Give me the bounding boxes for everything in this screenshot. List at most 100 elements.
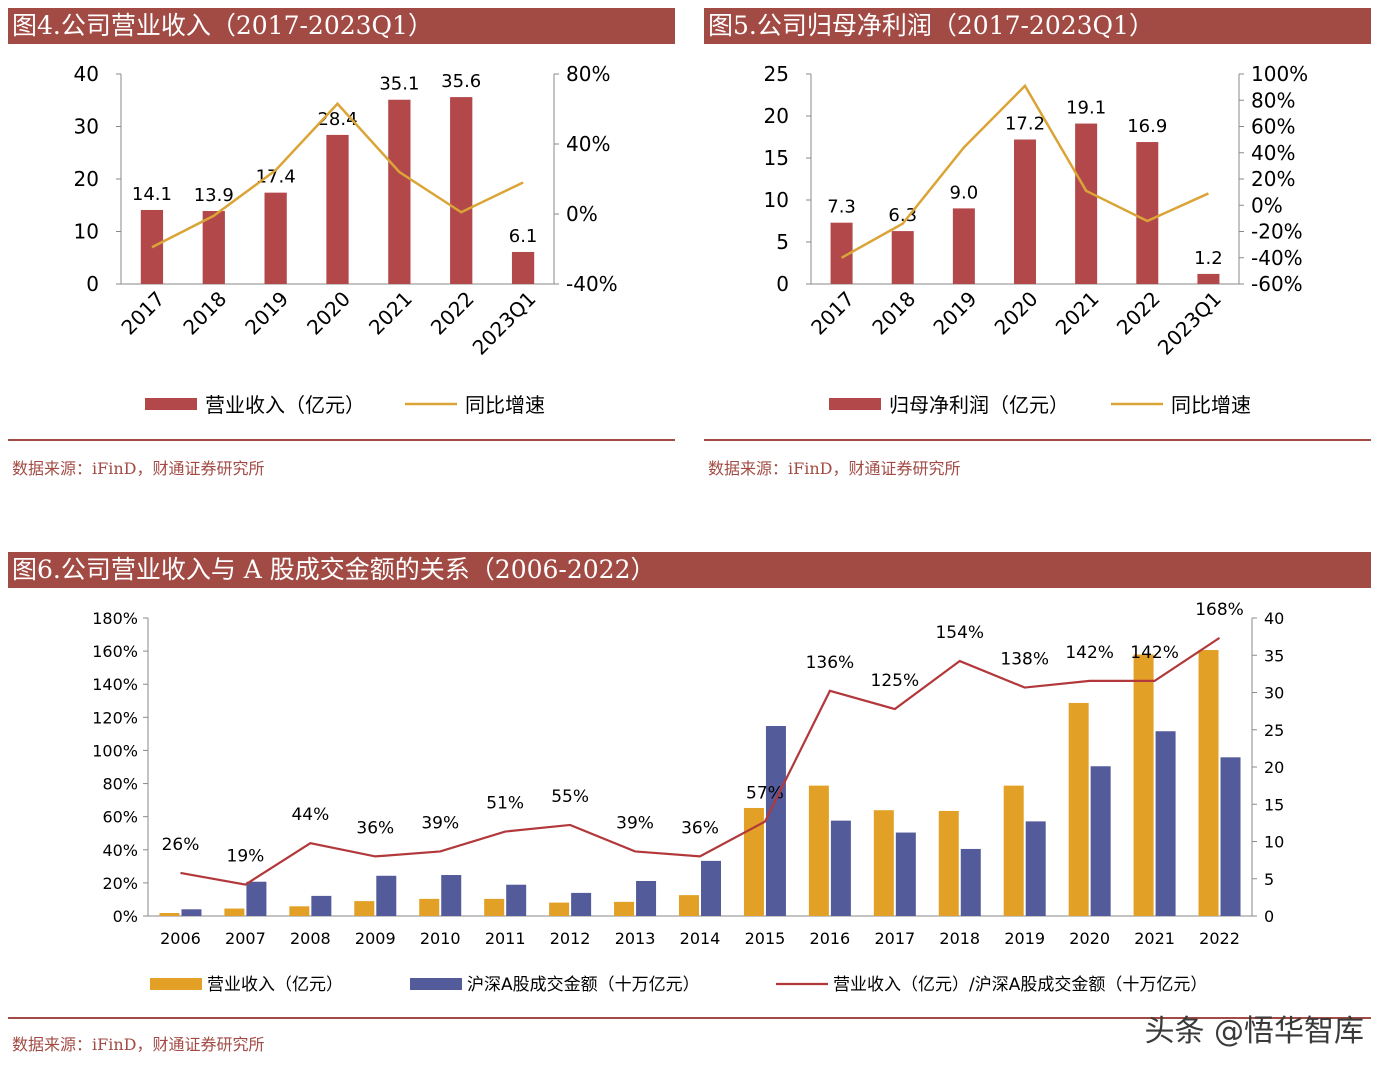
right-axis-tick-label: 0 xyxy=(1264,907,1274,926)
left-axis-tick-label: 0 xyxy=(86,272,99,296)
x-axis-tick-label: 2017 xyxy=(874,929,915,948)
bar xyxy=(1197,273,1220,284)
revenue-bar xyxy=(679,895,699,916)
ratio-value-label: 44% xyxy=(291,805,329,825)
turnover-bar xyxy=(506,884,527,916)
left-axis-tick-label: 25 xyxy=(764,62,789,86)
right-axis-tick-label: 40 xyxy=(1264,609,1284,628)
bar-value-label: 16.9 xyxy=(1127,116,1167,137)
x-axis-tick-label: 2022 xyxy=(1112,287,1165,340)
revenue-bar xyxy=(1198,650,1219,916)
left-axis-tick-label: 20 xyxy=(74,167,99,191)
ratio-value-label: 138% xyxy=(1000,650,1049,670)
x-axis-tick-label: 2023Q1 xyxy=(468,287,541,360)
x-axis-tick-label: 2013 xyxy=(615,929,656,948)
x-axis-tick-label: 2016 xyxy=(810,929,851,948)
revenue-bar xyxy=(614,901,635,916)
x-axis-tick-label: 2017 xyxy=(116,287,169,340)
chart6-header: 图6.公司营业收入与 A 股成交金额的关系（2006-2022） xyxy=(8,552,1371,588)
x-axis-tick-label: 2012 xyxy=(550,929,591,948)
chart6-source: 数据来源：iFinD，财通证券研究所 xyxy=(12,1035,265,1054)
left-axis-tick-label: 0 xyxy=(776,272,789,296)
ratio-value-label: 168% xyxy=(1195,600,1244,620)
ratio-value-label: 26% xyxy=(162,835,200,855)
x-axis-tick-label: 2006 xyxy=(160,929,201,948)
right-axis-tick-label: 25 xyxy=(1264,721,1284,740)
ratio-value-label: 154% xyxy=(935,623,984,643)
x-axis-tick-label: 2018 xyxy=(867,287,920,340)
bar xyxy=(1075,123,1098,284)
revenue-bar xyxy=(1133,654,1154,916)
x-axis-tick-label: 2008 xyxy=(290,929,331,948)
turnover-bar xyxy=(181,909,202,916)
bar-value-label: 35.1 xyxy=(379,74,419,95)
x-axis-tick-label: 2019 xyxy=(928,287,981,340)
x-axis-tick-label: 2019 xyxy=(1004,929,1045,948)
turnover-bar xyxy=(1025,821,1046,916)
left-axis-tick-label: 60% xyxy=(102,808,138,827)
left-axis-tick-label: 10 xyxy=(74,220,99,244)
bar-value-label: 6.3 xyxy=(888,205,917,226)
bar xyxy=(326,134,349,284)
legend-swatch-revenue xyxy=(150,978,202,990)
bar-value-label: 9.0 xyxy=(950,182,979,203)
ratio-value-label: 39% xyxy=(616,813,654,833)
revenue-bar xyxy=(224,908,245,916)
ratio-value-label: 142% xyxy=(1065,643,1114,663)
right-axis-tick-label: 5 xyxy=(1264,870,1274,889)
x-axis-tick-label: 2021 xyxy=(364,287,417,340)
x-axis-tick-label: 2011 xyxy=(485,929,526,948)
legend-label-turnover: 沪深A股成交金额（十万亿元） xyxy=(467,975,700,995)
turnover-bar xyxy=(636,880,657,916)
x-axis-tick-label: 2018 xyxy=(178,287,231,340)
turnover-bar xyxy=(441,875,462,916)
x-axis-tick-label: 2020 xyxy=(1069,929,1110,948)
bar xyxy=(511,251,535,284)
growth-line xyxy=(840,83,1209,259)
ratio-value-label: 57% xyxy=(746,784,784,804)
chart6-plot: 0% 20% 40% 60% 80% 100% 120% 140% 160% 180% 0 5 10 15… xyxy=(92,600,1284,995)
left-axis-tick-label: 10 xyxy=(764,188,789,212)
legend-swatch-bar xyxy=(145,398,197,410)
ratio-value-label: 51% xyxy=(486,794,524,814)
x-axis-tick-label: 2019 xyxy=(240,287,293,340)
growth-line xyxy=(151,101,524,249)
bar xyxy=(264,192,287,284)
right-axis-tick-label: -20% xyxy=(1251,220,1303,244)
right-axis-tick-label: 20% xyxy=(1251,167,1295,191)
legend-label-line: 同比增速 xyxy=(465,393,545,417)
bar-value-label: 7.3 xyxy=(827,197,856,218)
revenue-bar xyxy=(159,913,180,916)
right-axis-tick-label: 10 xyxy=(1264,833,1284,852)
bar xyxy=(1136,142,1159,284)
bar xyxy=(830,222,853,284)
bar-value-label: 13.9 xyxy=(194,185,234,206)
bar xyxy=(1013,139,1037,284)
left-axis-tick-label: 40 xyxy=(74,62,99,86)
x-axis-tick-label: 2018 xyxy=(939,929,980,948)
x-axis-tick-label: 2021 xyxy=(1051,287,1104,340)
right-axis-tick-label: -40% xyxy=(1251,246,1303,270)
x-axis-tick-label: 2021 xyxy=(1134,929,1175,948)
turnover-bar xyxy=(1090,766,1111,916)
revenue-bar xyxy=(743,807,764,916)
right-axis-tick-label: 60% xyxy=(1251,115,1295,139)
ratio-value-label: 36% xyxy=(356,818,394,838)
legend-swatch-bar xyxy=(829,398,881,410)
ratio-value-label: 125% xyxy=(871,671,920,691)
revenue-bar xyxy=(289,906,310,916)
ratio-value-label: 142% xyxy=(1130,643,1179,663)
ratio-value-label: 55% xyxy=(551,787,589,807)
turnover-bar xyxy=(246,881,267,916)
ratio-value-label: 19% xyxy=(227,847,265,867)
right-axis-tick-label: 80% xyxy=(566,62,610,86)
chart4-divider xyxy=(8,439,675,441)
legend-label-bar: 营业收入（亿元） xyxy=(205,393,365,417)
watermark: 头条 @悟华智库 xyxy=(1144,1014,1364,1049)
revenue-bar xyxy=(1068,702,1089,916)
bar xyxy=(952,208,975,284)
chart6-divider xyxy=(8,1017,1371,1019)
bar-value-label: 17.2 xyxy=(1005,114,1045,135)
left-axis-tick-label: 120% xyxy=(92,708,138,727)
left-axis-tick-label: 20 xyxy=(764,104,789,128)
